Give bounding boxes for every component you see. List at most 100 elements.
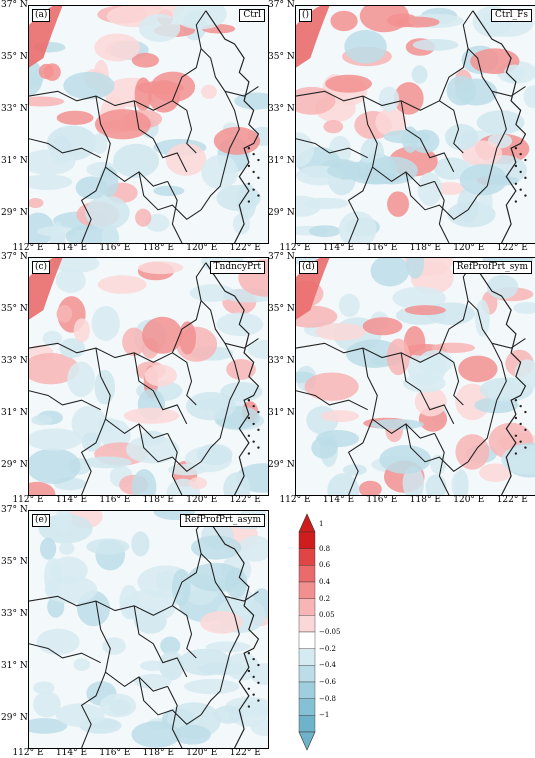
lat-label: 29° N (1, 713, 28, 724)
field-blob (188, 562, 244, 592)
field-blob (213, 126, 261, 155)
colorbar-swatch (298, 648, 316, 666)
lon-label: 120° E (186, 748, 218, 758)
field-blob (370, 258, 410, 287)
panel-title: Ctrl_Fs (490, 9, 532, 22)
island (257, 663, 260, 667)
field-blob (132, 469, 157, 495)
coastline (205, 262, 260, 495)
coastline (472, 262, 527, 495)
lat-label: 29° N (268, 460, 295, 471)
island (514, 200, 518, 203)
field-blob (323, 119, 344, 134)
island (519, 188, 522, 191)
province-border (167, 433, 183, 495)
colorbar-swatch (298, 598, 316, 616)
province-border (29, 595, 173, 616)
island (514, 416, 518, 420)
lon-label: 120° E (186, 495, 218, 505)
field-blob (395, 16, 440, 28)
field-blob (55, 268, 86, 293)
field-blob (503, 64, 525, 83)
lon-label: 116° E (366, 495, 398, 505)
province-border (138, 676, 202, 725)
lon-label: 114° E (55, 243, 88, 253)
coastline (472, 10, 527, 243)
field-blob (98, 166, 119, 198)
province-border (400, 352, 455, 425)
island (252, 152, 255, 156)
lon-label: 116° E (99, 243, 131, 253)
province-border (362, 95, 435, 187)
island (257, 428, 260, 432)
island (252, 675, 255, 679)
island (519, 422, 522, 426)
field-blob (165, 143, 207, 176)
field-blob (71, 405, 107, 442)
province-border (172, 352, 197, 406)
field-blob (29, 149, 76, 175)
colorbar-swatch (298, 665, 316, 683)
lat-label: 31° N (268, 156, 295, 167)
island (252, 188, 255, 191)
province-border (224, 86, 259, 97)
lon-label: 116° E (366, 243, 398, 253)
field-blob (42, 330, 63, 346)
province-border (224, 591, 259, 602)
field-blob (99, 693, 137, 718)
field-blob (131, 721, 181, 748)
island (514, 434, 518, 437)
field-blob (196, 443, 233, 466)
province-border (29, 643, 101, 664)
field-blob (234, 92, 268, 110)
province-border (80, 418, 106, 495)
lat-label: 31° N (1, 661, 28, 672)
field-blob (304, 372, 359, 401)
colorbar-label: −0.6 (319, 678, 336, 686)
field-blob (338, 293, 360, 318)
lat-label: 29° N (1, 460, 28, 471)
island (257, 158, 260, 162)
field-blob (250, 719, 268, 737)
lat-label: 35° N (268, 52, 295, 63)
field-blob (365, 156, 418, 185)
lon-label: 118° E (142, 748, 174, 758)
lat-label: 37° N (1, 252, 28, 262)
colorbar-swatch (298, 531, 316, 549)
lat-label: 35° N (268, 304, 295, 315)
province-border (138, 171, 202, 220)
field-blob (33, 681, 55, 695)
province-border (491, 338, 526, 349)
field-blob (178, 321, 197, 355)
field-blob (59, 338, 86, 359)
lat-label: 35° N (1, 557, 28, 568)
colorbar-label: 0.8 (319, 544, 331, 553)
province-border (200, 148, 231, 211)
province-border (439, 100, 464, 154)
lon-label: 116° E (99, 748, 131, 758)
field-blob (226, 358, 256, 380)
field-blob (102, 637, 126, 655)
province-border (133, 605, 188, 678)
field-blob (308, 225, 341, 238)
lon-label: 118° E (409, 495, 441, 505)
province-border (491, 86, 526, 97)
field-blob (113, 143, 160, 178)
field-blob (213, 705, 244, 724)
field-blob (83, 456, 132, 469)
province-border (29, 342, 173, 363)
island (247, 652, 251, 655)
field-blob (43, 63, 61, 81)
field-blob (457, 188, 479, 224)
field-blob (122, 327, 146, 357)
field-blob (29, 718, 68, 734)
field-blob (135, 208, 152, 227)
colorbar-swatch (298, 581, 316, 599)
province-border (80, 671, 106, 748)
lon-label: 118° E (142, 495, 174, 505)
province-border (172, 100, 197, 154)
province-border (200, 400, 231, 463)
province-border (362, 347, 435, 439)
field-blob (191, 535, 242, 560)
field-blob (386, 338, 410, 376)
